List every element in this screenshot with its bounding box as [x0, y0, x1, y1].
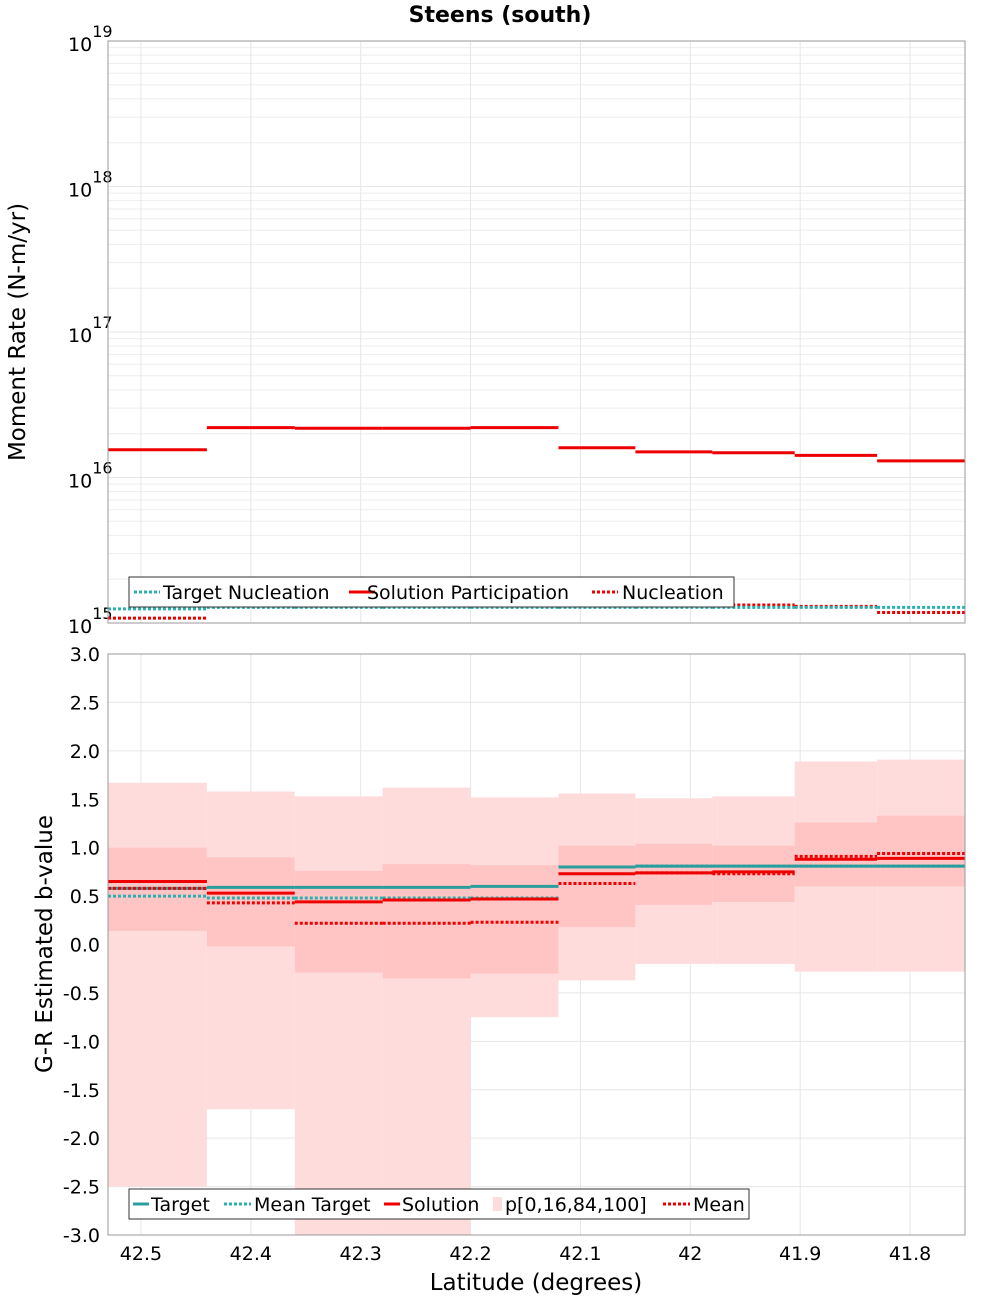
percentile-band-outer: [382, 787, 471, 1235]
xlabel: Latitude (degrees): [430, 1270, 643, 1296]
bottom-ytick-label: 2.5: [70, 692, 100, 714]
percentile-band-inner: [877, 815, 965, 887]
percentile-band-inner: [558, 845, 636, 928]
percentile-band-inner: [470, 865, 559, 974]
bottom-ytick-label: -2.5: [63, 1177, 100, 1199]
bottom-plot-border: [107, 653, 966, 1236]
xtick-label: 42.3: [340, 1243, 382, 1265]
bottom-ytick-label: 1.0: [70, 838, 100, 860]
xtick-label: 42: [678, 1243, 702, 1265]
xtick-label: 41.9: [779, 1243, 821, 1265]
percentile-band-inner: [206, 857, 295, 947]
bottom-ytick-label: -3.0: [63, 1225, 100, 1247]
bottom-legend: Target Mean Target Solution p[0,16,84,100] M…: [128, 1188, 750, 1220]
bottom-ytick-label: -2.0: [63, 1128, 100, 1150]
bottom-legend-label: Mean: [693, 1194, 745, 1216]
percentile-band-outer: [108, 782, 207, 1187]
percentile-band-inner: [794, 822, 878, 887]
bottom-legend-swatch: [493, 1197, 502, 1211]
top-plot-border: [107, 40, 966, 624]
top-legend-box: [128, 576, 735, 608]
bottom-ytick-label: 2.0: [70, 741, 100, 763]
top-ytick-label: 1017: [68, 313, 113, 347]
top-ytick-label: 1019: [68, 22, 113, 56]
xtick-label: 41.8: [889, 1243, 931, 1265]
top-ytick-base: 10: [68, 325, 92, 347]
xtick-label: 42.2: [449, 1243, 491, 1265]
bottom-ytick-label: -0.5: [63, 983, 100, 1005]
xtick-label: 42.4: [230, 1243, 272, 1265]
top-legend-label: Target Nucleation: [162, 582, 330, 604]
top-ytick-label: 1015: [68, 604, 113, 638]
xtick-label: 42.1: [559, 1243, 601, 1265]
top-ytick-exponent: 18: [92, 168, 112, 187]
bottom-ytick-label: 0.5: [70, 886, 100, 908]
bottom-legend-label: p[0,16,84,100]: [505, 1194, 647, 1216]
top-ytick-label: 1018: [68, 168, 113, 202]
bottom-ytick-label: -1.0: [63, 1031, 100, 1053]
bottom-ytick-label: 1.5: [70, 789, 100, 811]
bottom-legend-label: Solution: [402, 1194, 479, 1216]
top-ylabel: Moment Rate (N-m/yr): [5, 203, 31, 461]
top-ytick-base: 10: [68, 471, 92, 493]
bottom-ytick-label: 3.0: [70, 644, 100, 666]
bottom-legend-label: Mean Target: [254, 1194, 371, 1216]
top-ytick-exponent: 17: [92, 313, 112, 332]
percentile-band-outer: [294, 796, 383, 1235]
percentile-band-outer: [206, 791, 295, 1110]
bottom-ytick-label: 0.0: [70, 935, 100, 957]
top-ytick-base: 10: [68, 616, 92, 638]
top-legend: Target Nucleation Solution Participation N…: [128, 576, 735, 608]
bottom-legend-label: Target: [150, 1194, 210, 1216]
percentile-band-inner: [382, 864, 471, 979]
top-ytick-exponent: 15: [92, 604, 112, 623]
xtick-label: 42.5: [120, 1243, 162, 1265]
chart-title: Steens (south): [409, 3, 592, 28]
bottom-ylabel: G-R Estimated b-value: [32, 815, 58, 1073]
bottom-legend-box: [128, 1188, 750, 1220]
top-ytick-exponent: 19: [92, 22, 112, 41]
top-legend-label: Solution Participation: [367, 582, 569, 604]
top-ytick-base: 10: [68, 34, 92, 56]
top-ytick-base: 10: [68, 180, 92, 202]
top-ytick-exponent: 16: [92, 459, 112, 478]
bottom-panel: -3.0 -2.5 -2.0 -1.5 -1.0 -0.5 0.0 0.5 1.0 1.5 2.0 2…: [32, 644, 966, 1296]
bottom-ytick-label: -1.5: [63, 1080, 100, 1102]
top-ytick-label: 1016: [68, 459, 113, 493]
top-legend-label: Nucleation: [622, 582, 724, 604]
